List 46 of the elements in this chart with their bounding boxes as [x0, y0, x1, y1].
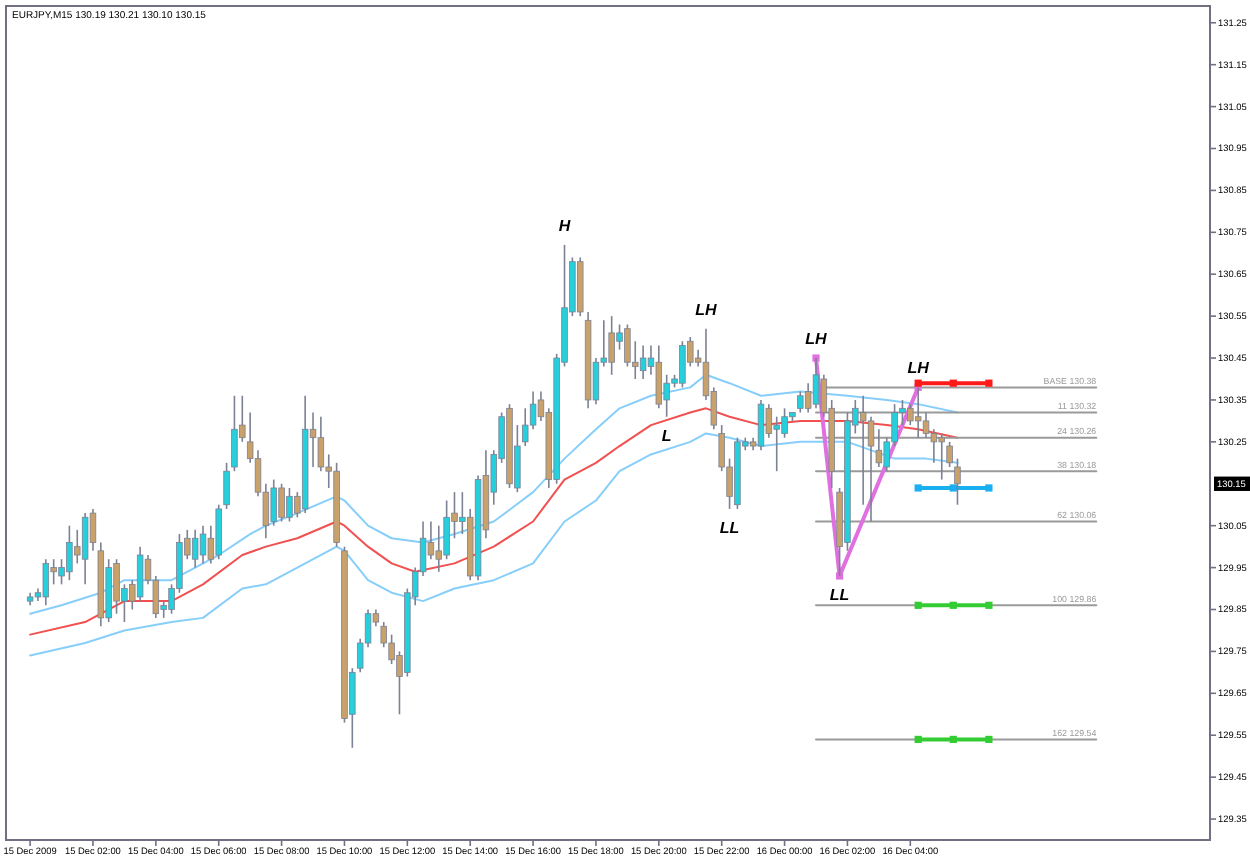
point [985, 379, 993, 387]
point [949, 379, 957, 387]
candlestick [812, 357, 820, 410]
point [949, 484, 957, 492]
annotation: LL [829, 585, 850, 604]
candlestick [278, 482, 285, 523]
candlestick [317, 415, 325, 472]
point [914, 735, 922, 744]
candlestick [191, 529, 199, 569]
candlestick [608, 315, 615, 376]
annotation: L [661, 426, 672, 445]
candlestick [938, 432, 945, 481]
annotation: LH [695, 300, 718, 319]
candlestick [655, 344, 663, 410]
point [985, 601, 993, 609]
annotation: LH [907, 359, 930, 378]
candlestick [639, 344, 647, 380]
candlestick [954, 457, 961, 506]
candlestick [113, 558, 120, 615]
candlestick [757, 399, 765, 452]
point [914, 484, 922, 492]
candlestick [136, 545, 144, 602]
candlestick [773, 415, 780, 472]
candlestick [867, 415, 875, 523]
point [985, 484, 993, 492]
candlestick [765, 403, 773, 439]
candlestick [435, 524, 442, 573]
point [835, 572, 844, 580]
candlestick [797, 390, 804, 414]
point [949, 735, 957, 744]
annotation: H [558, 216, 571, 235]
candlestick [231, 394, 238, 472]
candlestick [914, 386, 922, 439]
candlestick [199, 524, 207, 565]
annotation: LL [719, 518, 740, 537]
candlestick [42, 558, 50, 607]
candlestick [81, 512, 89, 586]
candlestick [223, 462, 230, 510]
annotation: LH [805, 330, 828, 349]
point [985, 735, 993, 744]
candlestick [286, 487, 293, 523]
candlestick [215, 503, 222, 561]
candlestick [679, 340, 686, 389]
candlestick [66, 524, 73, 581]
point [914, 601, 922, 609]
point [949, 601, 957, 609]
